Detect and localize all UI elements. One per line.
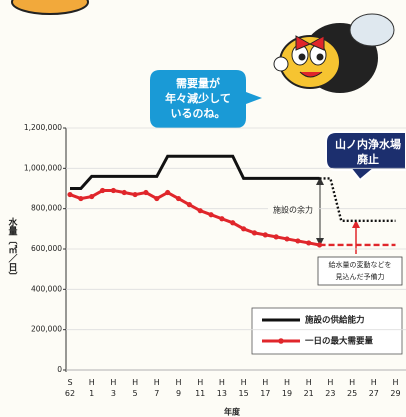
closure-text: 山ノ内浄水場 bbox=[335, 137, 401, 151]
y-tick-label: 600,000 bbox=[31, 244, 62, 253]
y-axis-label: 水量〔㎥／日〕 bbox=[7, 216, 19, 280]
bubble-text: 需要量が bbox=[176, 76, 220, 90]
data-point bbox=[284, 236, 289, 241]
y-tick-label: 1,000,000 bbox=[24, 163, 62, 172]
data-point bbox=[230, 220, 235, 225]
data-point bbox=[122, 190, 127, 195]
data-point bbox=[274, 234, 279, 239]
data-point bbox=[78, 196, 83, 201]
data-point bbox=[165, 190, 170, 195]
legend-label: 施設の供給能力 bbox=[305, 315, 365, 326]
data-point bbox=[198, 208, 203, 213]
data-point bbox=[89, 194, 94, 199]
legend-label: 一日の最大需要量 bbox=[305, 336, 374, 347]
reserve-text: 見込んだ予備力 bbox=[336, 272, 385, 281]
y-tick-label: 0 bbox=[57, 365, 62, 374]
y-tick-label: 800,000 bbox=[31, 204, 62, 213]
legend-marker bbox=[278, 338, 284, 344]
data-point bbox=[154, 196, 159, 201]
data-point bbox=[111, 188, 116, 193]
data-point bbox=[143, 190, 148, 195]
data-point bbox=[100, 188, 105, 193]
data-point bbox=[187, 202, 192, 207]
margin-label: 施設の余力 bbox=[273, 205, 313, 215]
bubble-text: 年々減少して bbox=[165, 91, 231, 105]
chart: 0 200,000 400,000 600,000 800,000 1,000,000 1,… bbox=[0, 0, 406, 417]
reserve-text: 給水量の変動などを bbox=[329, 260, 392, 269]
y-tick-label: 1,200,000 bbox=[24, 123, 62, 132]
bubble-text: いるのね。 bbox=[171, 107, 226, 120]
data-point bbox=[295, 238, 300, 243]
data-point bbox=[241, 226, 246, 231]
data-point bbox=[252, 230, 257, 235]
data-point bbox=[67, 192, 72, 197]
data-point bbox=[208, 212, 213, 217]
closure-text: 廃止 bbox=[357, 152, 379, 166]
data-point bbox=[263, 232, 268, 237]
data-point bbox=[133, 192, 138, 197]
y-tick-label: 400,000 bbox=[31, 284, 62, 293]
y-tick-label: 200,000 bbox=[31, 325, 62, 334]
data-point bbox=[176, 196, 181, 201]
data-point bbox=[306, 240, 311, 245]
data-point bbox=[219, 216, 224, 221]
x-axis-label: 年度 bbox=[224, 407, 241, 417]
